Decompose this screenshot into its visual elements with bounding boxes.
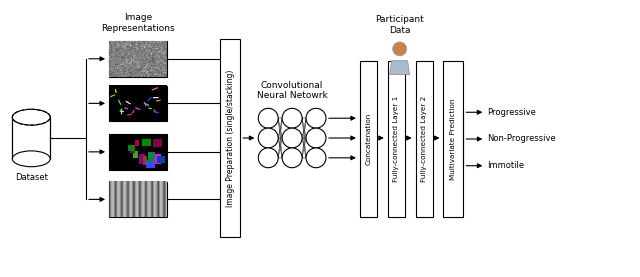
Bar [133,151,138,158]
Bar [142,139,151,146]
Circle shape [306,148,326,168]
Text: Fully-connected Layer 2: Fully-connected Layer 2 [421,96,427,182]
Bar [109,181,166,217]
Bar [147,160,155,168]
Text: Concatenation: Concatenation [365,113,371,165]
Circle shape [306,128,326,148]
Circle shape [282,128,302,148]
Text: Immotile: Immotile [487,161,524,170]
Circle shape [393,42,406,56]
Bar [109,41,166,77]
Circle shape [306,108,326,128]
Bar [388,61,404,217]
Bar [139,154,145,164]
Text: Image
Representations: Image Representations [101,13,175,33]
Bar [135,140,140,146]
Text: Image Preparation (single/stacking): Image Preparation (single/stacking) [226,69,235,207]
Bar [127,145,134,152]
Circle shape [282,108,302,128]
Text: Participant
Data: Participant Data [375,15,424,35]
Bar [109,86,166,121]
Text: Progressive: Progressive [487,108,536,117]
Bar [444,61,463,217]
Circle shape [259,108,278,128]
Ellipse shape [12,151,50,167]
Ellipse shape [12,109,50,125]
Circle shape [259,148,278,168]
Circle shape [259,128,278,148]
Polygon shape [390,61,410,75]
Text: Multivariate Prediction: Multivariate Prediction [451,98,456,180]
Bar [220,39,241,237]
Bar [157,156,165,163]
Text: Convolutional
Neural Netowrk: Convolutional Neural Netowrk [257,81,328,100]
Text: Fully-connected Layer 1: Fully-connected Layer 1 [393,96,399,182]
Bar [143,156,147,165]
Bar [154,139,162,147]
Bar [109,134,166,170]
Bar [12,117,50,159]
Bar [130,149,134,153]
Text: Dataset: Dataset [15,173,48,182]
Text: Non-Progressive: Non-Progressive [487,135,556,143]
Bar [415,61,433,217]
Bar [360,61,377,217]
Bar [148,152,156,162]
Circle shape [282,148,302,168]
Bar [151,154,161,164]
